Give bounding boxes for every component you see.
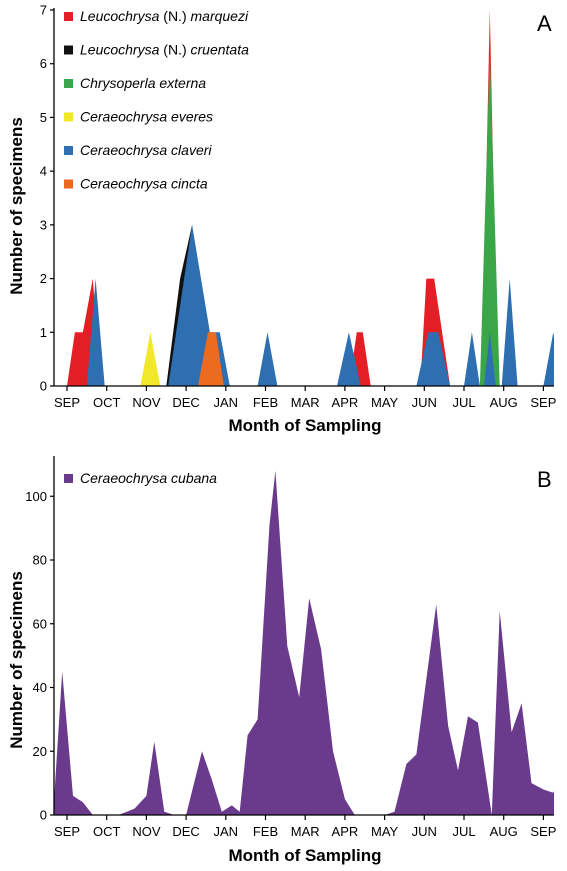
x-tick-label: JUN: [412, 395, 437, 410]
y-tick-label: 0: [40, 808, 47, 823]
legend-swatch-ceraeochrysa-cincta: [64, 179, 73, 189]
x-tick-label: SEP: [530, 395, 556, 410]
panel-b-areas: [54, 470, 554, 815]
x-tick-label: JUL: [452, 395, 475, 410]
x-tick-label: DEC: [172, 395, 199, 410]
x-tick-label: OCT: [93, 824, 121, 839]
series-area-ceraeochrysa-cubana: [54, 470, 554, 815]
y-tick-label: 20: [33, 744, 47, 759]
legend-swatch-ceraeochrysa-cubana: [64, 474, 73, 483]
x-tick-label: JAN: [214, 395, 239, 410]
legend-label-ceraeochrysa-cubana: Ceraeochrysa cubana: [80, 470, 217, 486]
x-tick-label: AUG: [490, 395, 518, 410]
x-tick-label: APR: [332, 824, 359, 839]
x-tick-label: APR: [332, 395, 359, 410]
x-tick-label: NOV: [132, 395, 161, 410]
y-tick-label: 100: [25, 489, 47, 504]
series-area-chrysoperla-externa: [479, 53, 500, 386]
panel-b-axes: 0 20 40 60 80 100 SEP OCT NOV DEC JAN FEB MAR APR MAY J…: [25, 456, 556, 839]
x-tick-label: JUL: [452, 824, 475, 839]
x-tick-label: MAY: [371, 824, 399, 839]
panel-a: A 0 1 2 3 4 5 6 7 SEP OCT NOV DEC JAN FEB MAR APR MAY JUN…: [7, 3, 557, 436]
panel-letter-a: A: [537, 11, 552, 36]
panel-a-legend: Leucochrysa (N.) marquezi Leucochrysa (N.…: [64, 8, 249, 192]
y-tick-label: 7: [40, 3, 47, 18]
series-area-ceraeochrysa-everes: [140, 332, 161, 386]
panel-a-areas: [67, 10, 554, 386]
legend-label-ceraeochrysa-cincta: Ceraeochrysa cincta: [80, 176, 208, 192]
y-tick-label: 4: [40, 164, 47, 179]
x-tick-label: DEC: [172, 824, 199, 839]
panel-b-x-axis-title: Month of Sampling: [229, 846, 382, 865]
y-tick-label: 1: [40, 325, 47, 340]
y-tick-label: 40: [33, 680, 47, 695]
legend-swatch-leucochrysa-n-cruentata: [64, 45, 73, 55]
legend-label-chrysoperla-externa: Chrysoperla externa: [80, 75, 206, 91]
x-tick-label: AUG: [490, 824, 518, 839]
legend-swatch-leucochrysa-n-marquezi: [64, 12, 73, 21]
y-tick-label: 3: [40, 217, 47, 232]
panel-a-x-axis-title: Month of Sampling: [229, 416, 382, 435]
legend-label-ceraeochrysa-everes: Ceraeochrysa everes: [80, 109, 213, 125]
legend-label-leucochrysa-n-cruentata: Leucochrysa (N.) cruentata: [80, 42, 249, 58]
x-tick-label: JAN: [214, 824, 239, 839]
series-area-ceraeochrysa-claveri: [86, 224, 554, 386]
y-tick-label: 2: [40, 271, 47, 286]
x-tick-label: SEP: [54, 395, 80, 410]
legend-swatch-chrysoperla-externa: [64, 79, 73, 88]
y-tick-label: 0: [40, 379, 47, 394]
x-tick-label: OCT: [93, 395, 121, 410]
y-tick-label: 80: [33, 553, 47, 568]
legend-swatch-ceraeochrysa-everes: [64, 112, 73, 122]
series-area-ceraeochrysa-cincta: [198, 332, 224, 386]
x-tick-label: MAY: [371, 395, 399, 410]
x-tick-label: FEB: [253, 824, 278, 839]
x-tick-label: MAR: [291, 824, 320, 839]
panel-a-axes: 0 1 2 3 4 5 6 7 SEP OCT NOV DEC JAN FEB MAR APR MAY JUN JU…: [40, 3, 557, 411]
x-tick-label: FEB: [253, 395, 278, 410]
x-tick-label: JUN: [412, 824, 437, 839]
panel-b-y-axis-title: Number of specimens: [7, 571, 26, 749]
legend-label-ceraeochrysa-claveri: Ceraeochrysa claveri: [80, 142, 212, 158]
panel-b: B 0 20 40 60 80 100 SEP OCT NOV DEC JAN FEB MAR APR MA…: [7, 456, 556, 865]
x-tick-label: SEP: [530, 824, 556, 839]
x-tick-label: NOV: [132, 824, 161, 839]
legend-label-leucochrysa-n-marquezi: Leucochrysa (N.) marquezi: [80, 8, 249, 24]
panel-letter-b: B: [537, 467, 552, 492]
panel-a-y-axis-title: Number of specimens: [7, 117, 26, 295]
x-tick-label: MAR: [291, 395, 320, 410]
legend-swatch-ceraeochrysa-claveri: [64, 146, 73, 155]
series-area-leucochrysa-n-marquezi: [67, 10, 498, 386]
panel-b-legend: Ceraeochrysa cubana: [64, 470, 217, 486]
y-tick-label: 5: [40, 110, 47, 125]
y-tick-label: 6: [40, 56, 47, 71]
y-tick-label: 60: [33, 616, 47, 631]
x-tick-label: SEP: [54, 824, 80, 839]
